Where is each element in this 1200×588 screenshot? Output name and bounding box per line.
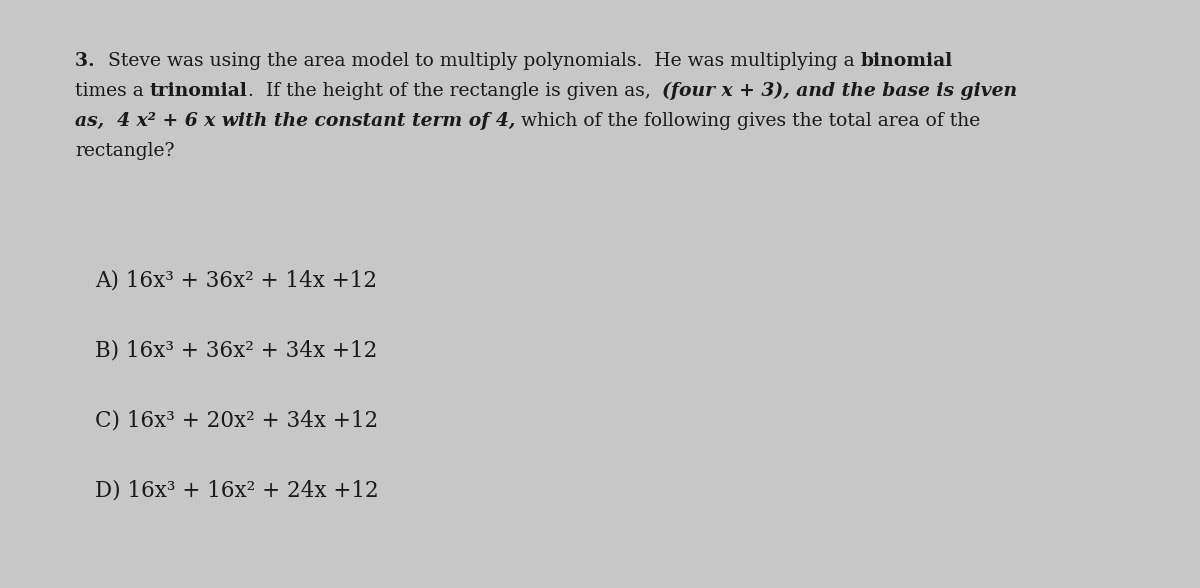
Text: rectangle?: rectangle? <box>74 142 174 160</box>
Text: times a: times a <box>74 82 150 100</box>
Text: .  If the height of the rectangle is given as,: . If the height of the rectangle is give… <box>247 82 662 100</box>
Text: which of the following gives the total area of the: which of the following gives the total a… <box>515 112 980 130</box>
Text: B) 16x³ + 36x² + 34x +12: B) 16x³ + 36x² + 34x +12 <box>95 340 377 362</box>
Text: as,  4 x² + 6 x with the constant term of 4,: as, 4 x² + 6 x with the constant term of… <box>74 112 515 130</box>
Text: A) 16x³ + 36x² + 14x +12: A) 16x³ + 36x² + 14x +12 <box>95 270 377 292</box>
Text: binomial: binomial <box>860 52 953 70</box>
Text: C) 16x³ + 20x² + 34x +12: C) 16x³ + 20x² + 34x +12 <box>95 410 378 432</box>
Text: Steve was using the area model to multiply polynomials.  He was multiplying a: Steve was using the area model to multip… <box>108 52 860 70</box>
Text: trinomial: trinomial <box>150 82 247 100</box>
Text: 3.: 3. <box>74 52 108 70</box>
Text: (four x + 3), and the base is given: (four x + 3), and the base is given <box>662 82 1018 100</box>
Text: D) 16x³ + 16x² + 24x +12: D) 16x³ + 16x² + 24x +12 <box>95 480 379 502</box>
